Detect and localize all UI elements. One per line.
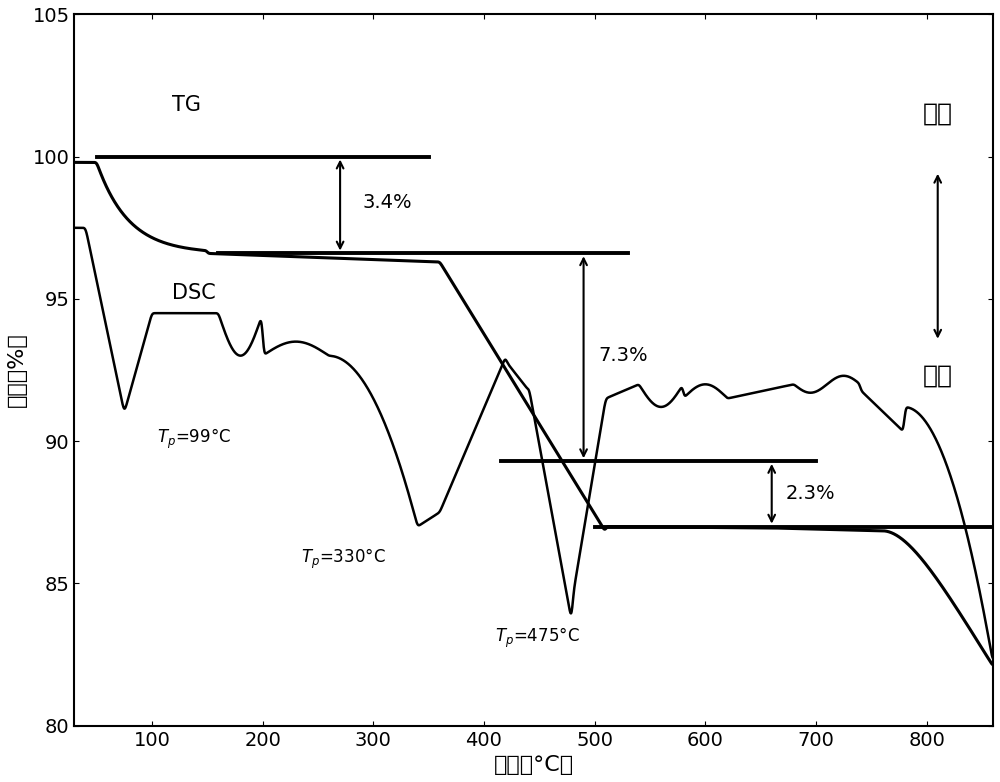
- Text: $T_p$=475°C: $T_p$=475°C: [495, 626, 580, 651]
- X-axis label: 温度（°C）: 温度（°C）: [494, 755, 574, 775]
- Text: $T_p$=330°C: $T_p$=330°C: [301, 547, 386, 571]
- Text: 2.3%: 2.3%: [786, 484, 836, 504]
- Text: 3.4%: 3.4%: [362, 192, 412, 212]
- Text: $T_p$=99°C: $T_p$=99°C: [157, 427, 232, 451]
- Y-axis label: 重量（%）: 重量（%）: [7, 332, 27, 407]
- Text: 吸热: 吸热: [923, 364, 953, 388]
- Text: 7.3%: 7.3%: [598, 346, 648, 365]
- Text: TG: TG: [172, 95, 201, 116]
- Text: DSC: DSC: [172, 283, 216, 303]
- Text: 放热: 放热: [923, 102, 953, 126]
